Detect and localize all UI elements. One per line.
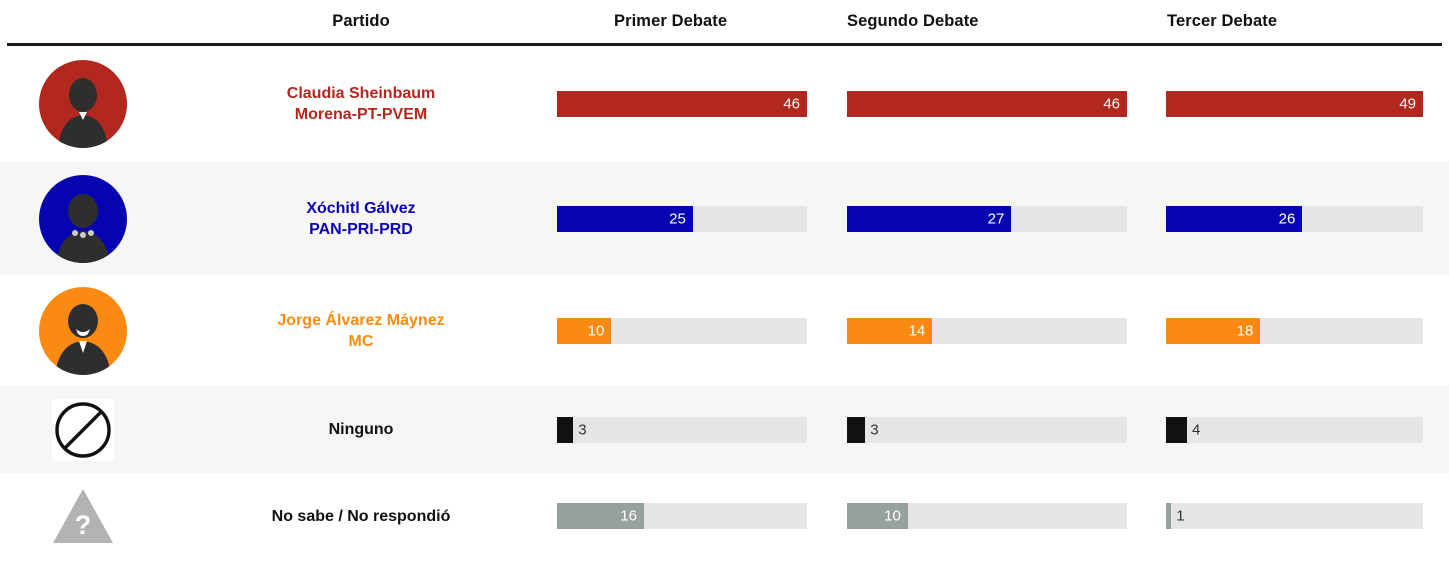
bar-segundo-debate: 10 [847,503,1127,529]
bar-tercer-debate: 26 [1166,205,1423,232]
bar-value: 10 [587,322,605,339]
candidate-party: MC [348,332,374,350]
bar-value: 25 [669,210,686,227]
bar-segundo-debate: 46 [847,91,1127,117]
bar-value: 3 [870,421,879,438]
bar-value: 27 [987,210,1005,227]
table-row-ninguno: Ninguno 3 3 4 [0,386,1449,473]
bar-primer-debate: 25 [557,205,807,232]
bar-value: 26 [1278,210,1296,227]
bar-primer-debate: 3 [557,416,807,443]
bar-value: 14 [908,322,926,339]
bar-tercer-debate: 4 [1166,416,1423,443]
candidate-name: No sabe / No respondió [271,507,451,525]
candidate-name: Ninguno [328,421,394,438]
bar-value: 4 [1191,421,1201,438]
bar-value: 46 [783,95,800,113]
prohibition-icon [51,398,114,461]
bar-value: 49 [1399,95,1416,113]
bar-value: 16 [620,507,637,525]
bar-value: 1 [1176,507,1185,525]
bar-primer-debate: 10 [557,317,807,344]
bar-value: 10 [884,507,901,525]
bar-value: 46 [1103,95,1120,113]
bar-value: 18 [1236,322,1254,339]
question-triangle-icon: ? [51,487,115,545]
table-header: Partido Primer Debate Segundo Debate Ter… [7,0,1442,46]
candidate-name: Xóchitl Gálvez [306,199,416,217]
header-primer-debate: Primer Debate [614,12,728,30]
bar-segundo-debate: 14 [847,317,1127,344]
candidate-photo-avatar [38,60,127,148]
bar-segundo-debate: 3 [847,416,1127,443]
table-row-sheinbaum: Claudia Sheinbaum Morena-PT-PVEM 46 46 4… [0,46,1449,162]
candidate-party: PAN-PRI-PRD [309,220,413,238]
bar-primer-debate: 46 [557,91,807,117]
table-row-no-sabe: ? No sabe / No respondió 16 10 1 [0,473,1449,559]
candidate-party: Morena-PT-PVEM [294,106,428,123]
bar-value: 3 [578,421,587,438]
candidate-name: Claudia Sheinbaum [286,85,436,102]
header-tercer-debate: Tercer Debate [1167,12,1278,30]
bar-tercer-debate: 18 [1166,317,1423,344]
table-row-alvarez-maynez: Jorge Álvarez Máynez MC 10 14 18 [0,275,1449,386]
header-segundo-debate: Segundo Debate [847,12,979,30]
header-partido: Partido [332,12,390,30]
svg-text:?: ? [74,510,91,540]
candidate-name: Jorge Álvarez Máynez [277,311,445,329]
table-row-galvez: Xóchitl Gálvez PAN-PRI-PRD 25 27 26 [0,162,1449,275]
bar-primer-debate: 16 [557,503,807,529]
candidate-photo-avatar [38,174,127,263]
bar-tercer-debate: 49 [1166,91,1423,117]
bar-tercer-debate: 1 [1166,503,1423,529]
bar-segundo-debate: 27 [847,205,1127,232]
candidate-photo-avatar [38,286,127,375]
